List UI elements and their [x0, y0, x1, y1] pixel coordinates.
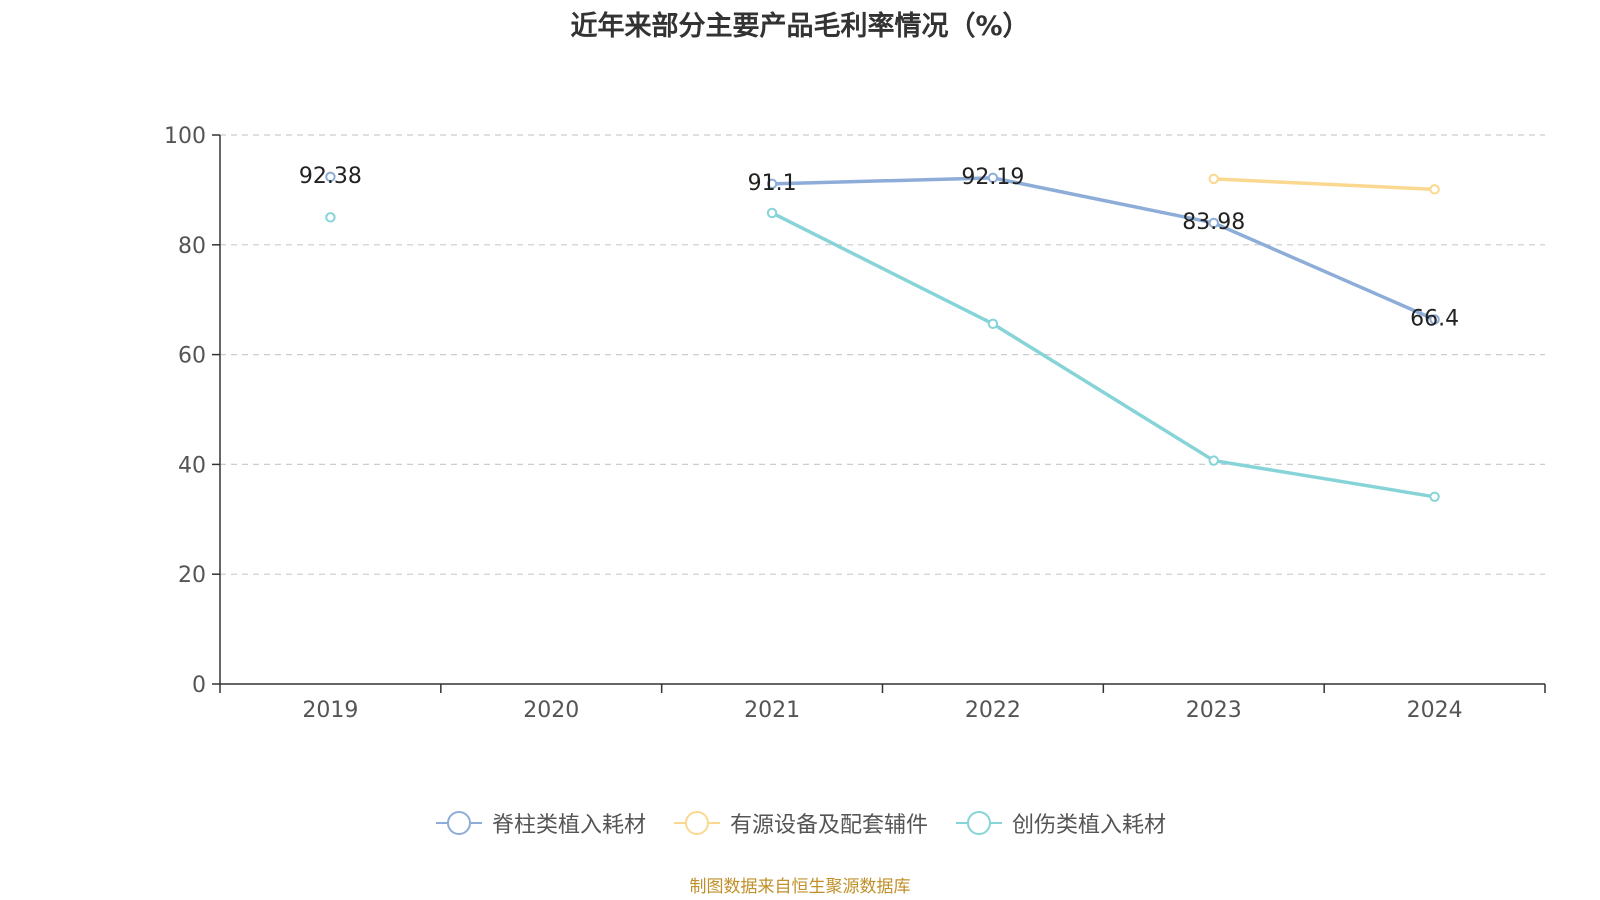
series-point-0-2019: [325, 171, 336, 183]
series-line-0: [772, 176, 1436, 322]
grid-layer: [220, 134, 1545, 575]
chart-title: 近年来部分主要产品毛利率情况（%）: [570, 11, 1030, 42]
legend-item-1[interactable]: 有源设备及配套辅件: [672, 807, 928, 839]
series-point-0-2022: [987, 172, 999, 184]
data-label: 66.4: [1410, 306, 1459, 331]
series-point-0-2024: [1429, 314, 1440, 325]
legend-label: 创伤类植入耗材: [1012, 813, 1167, 838]
legend-label: 有源设备及配套辅件: [729, 813, 928, 838]
series-point-2-2023: [1208, 455, 1219, 466]
series-point-2-2019: [325, 212, 336, 223]
x-tick-label-2019: 2019: [302, 698, 358, 723]
axis-layer: 0 20 40 60 80 100 2019 2020 2021 2022 2023 2024: [164, 124, 1546, 723]
series-point-2-2024: [1429, 491, 1440, 502]
y-tick-label: 40: [178, 453, 206, 478]
y-tick-label: 80: [178, 234, 206, 259]
data-label: 92.38: [299, 164, 362, 189]
legend-label: 脊柱类植入耗材: [491, 813, 646, 838]
legend-line-circle-icon: [956, 811, 1002, 835]
data-label: 91.1: [748, 171, 797, 196]
data-label: 83.98: [1182, 210, 1245, 235]
legend-marker: [684, 811, 709, 835]
series-point-1-2023: [1208, 173, 1219, 185]
series-line-1: [1213, 177, 1435, 192]
y-tick-label: 20: [178, 563, 206, 588]
legend: 脊柱类植入耗材 有源设备及配套辅件 创伤类植入耗材: [0, 805, 1600, 841]
source-note: 制图数据来自恒生聚源数据库: [689, 877, 911, 897]
legend-item-2[interactable]: 创伤类植入耗材: [954, 807, 1166, 839]
x-tick-label-2022: 2022: [965, 698, 1021, 723]
legend-marker: [967, 811, 991, 835]
series-point-2-2022: [987, 318, 999, 330]
legend-line-circle-icon: [673, 811, 720, 835]
x-tick-label-2020: 2020: [523, 698, 579, 723]
data-label-layer: 92.38 91.1 92.19 83.98 66.4: [299, 164, 1459, 332]
y-tick-label: 0: [192, 673, 206, 698]
y-tick-label: 60: [178, 344, 206, 369]
series-layer: [325, 171, 1440, 502]
y-tick-label: 100: [164, 124, 206, 149]
x-tick-label-2023: 2023: [1186, 698, 1242, 723]
legend-marker: [446, 811, 471, 835]
series-point-1-2024: [1429, 184, 1440, 195]
x-tick-label-2021: 2021: [744, 698, 800, 723]
data-label: 92.19: [961, 165, 1024, 190]
x-tick-label-2024: 2024: [1407, 698, 1463, 723]
series-point-2-2021: [766, 207, 778, 219]
series-point-0-2023: [1208, 217, 1219, 229]
legend-item-0[interactable]: 脊柱类植入耗材: [434, 807, 646, 839]
series-line-2: [771, 211, 1435, 499]
series-point-0-2021: [766, 178, 778, 190]
legend-line-circle-icon: [435, 811, 482, 835]
